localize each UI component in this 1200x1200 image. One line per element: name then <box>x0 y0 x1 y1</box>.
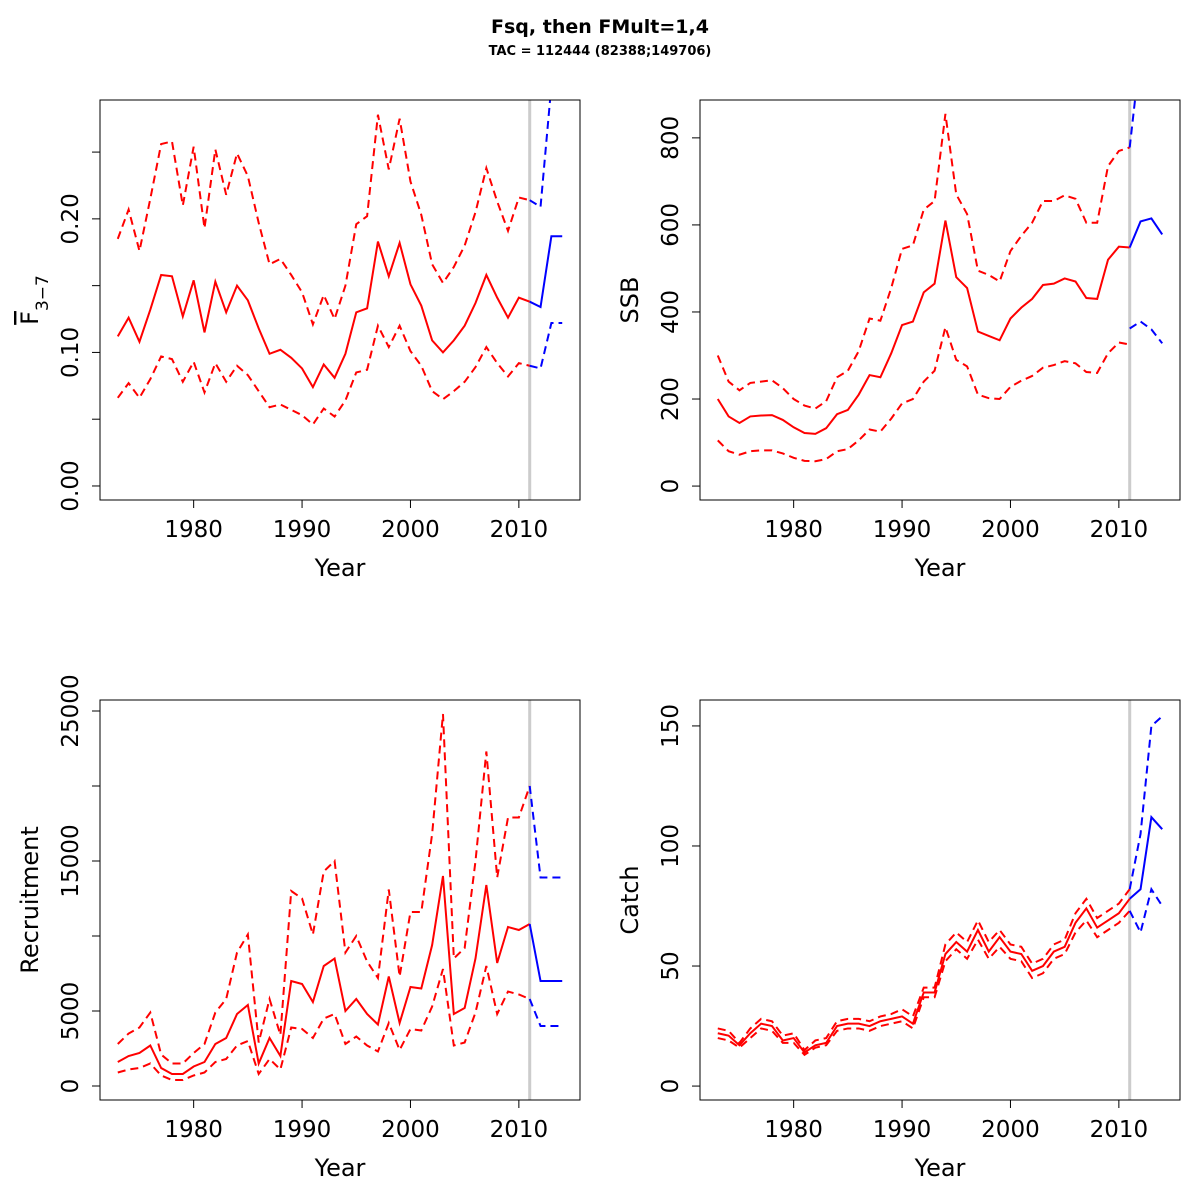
x-tick-label: 1990 <box>873 1117 932 1143</box>
y-tick-label: 5000 <box>58 982 84 1041</box>
series-line <box>116 322 530 427</box>
series-line <box>117 875 531 1075</box>
y-tick-label: 0.00 <box>58 460 84 511</box>
y-tick-label: 25000 <box>58 674 84 747</box>
y-tick-label: 800 <box>658 116 684 160</box>
panel: 1980 1990 2000 2010 0 200 400 600 800 Year SSB <box>616 99 1181 582</box>
y-axis-title-main: Recruitment <box>16 826 44 973</box>
plot-frame <box>99 699 581 1101</box>
panel: 1980 1990 2000 2010 0 50 100 150 Year Catch <box>616 699 1181 1182</box>
x-tick-label: 2000 <box>381 1117 440 1143</box>
y-tick-label: 200 <box>658 377 684 421</box>
series-line <box>116 114 530 328</box>
x-tick-label: 1980 <box>764 1117 823 1143</box>
y-axis-title: F3−7 <box>16 275 53 325</box>
x-tick-label: 1980 <box>164 517 223 543</box>
panel: 1980 1990 2000 2010 0 5000 15000 25000 Year Recru… <box>16 674 581 1182</box>
x-tick-label: 2010 <box>490 1117 549 1143</box>
series-line <box>116 239 531 390</box>
panel: 1980 1990 2000 2010 0.00 0.10 0.20 Year F3−7 <box>16 99 581 582</box>
plot-frame <box>99 99 581 501</box>
y-tick-label: 400 <box>658 290 684 334</box>
series-group <box>116 100 563 427</box>
series-line <box>528 785 563 879</box>
series-line <box>717 323 1130 463</box>
series-line <box>717 910 1131 1057</box>
series-line <box>117 965 531 1081</box>
figure-subtitle: TAC = 112444 (82388;149706) <box>489 44 712 59</box>
series-line <box>717 888 1131 1052</box>
series-line <box>528 998 563 1027</box>
x-tick-label: 2010 <box>490 517 549 543</box>
series-group <box>117 713 563 1081</box>
series-group <box>717 715 1164 1057</box>
series-line <box>1128 886 1164 936</box>
series-line <box>716 220 1130 435</box>
series-line <box>1129 814 1163 900</box>
y-tick-label: 600 <box>658 203 684 247</box>
series-line <box>1129 320 1164 344</box>
series-group <box>716 100 1164 463</box>
x-axis-title: Year <box>914 1154 966 1182</box>
y-axis-title-sub: 3−7 <box>33 275 53 311</box>
series-line <box>1128 217 1164 248</box>
figure-title: Fsq, then FMult=1,4 <box>491 16 709 38</box>
plot-frame <box>699 699 1181 1101</box>
x-tick-label: 2010 <box>1090 1117 1149 1143</box>
y-tick-label: 150 <box>658 704 684 748</box>
y-tick-label: 0 <box>58 1079 84 1094</box>
y-axis-title-main: SSB <box>616 277 644 324</box>
y-tick-label: 0.20 <box>58 193 84 244</box>
y-axis-title: Catch <box>616 865 644 934</box>
x-tick-label: 1980 <box>764 517 823 543</box>
x-tick-label: 1990 <box>873 517 932 543</box>
series-line <box>1128 715 1163 890</box>
y-axis-title: SSB <box>616 277 644 324</box>
x-axis-title: Year <box>914 554 966 582</box>
series-line <box>529 100 552 209</box>
y-axis-title-main: Catch <box>616 865 644 934</box>
series-line <box>117 713 531 1065</box>
x-tick-label: 1980 <box>164 1117 223 1143</box>
plot-frame <box>699 99 1181 501</box>
series-line <box>529 322 563 370</box>
x-axis-title: Year <box>314 554 366 582</box>
series-line <box>717 898 1131 1054</box>
x-tick-label: 2000 <box>981 1117 1040 1143</box>
y-tick-label: 0 <box>658 479 684 494</box>
x-axis-title: Year <box>314 1154 366 1182</box>
x-tick-label: 2010 <box>1090 517 1149 543</box>
x-tick-label: 2000 <box>381 517 440 543</box>
y-tick-label: 0.10 <box>58 327 84 378</box>
y-axis-title: Recruitment <box>16 826 44 973</box>
y-axis-title-main: F <box>16 311 44 325</box>
y-tick-label: 100 <box>658 824 684 868</box>
series-line <box>529 235 563 309</box>
series-line <box>528 923 563 982</box>
series-line <box>716 113 1131 410</box>
y-tick-label: 0 <box>658 1079 684 1094</box>
y-tick-label: 15000 <box>58 824 84 897</box>
x-tick-label: 1990 <box>273 1117 332 1143</box>
y-tick-label: 50 <box>658 951 684 980</box>
x-tick-label: 1990 <box>273 517 332 543</box>
x-tick-label: 2000 <box>981 517 1040 543</box>
